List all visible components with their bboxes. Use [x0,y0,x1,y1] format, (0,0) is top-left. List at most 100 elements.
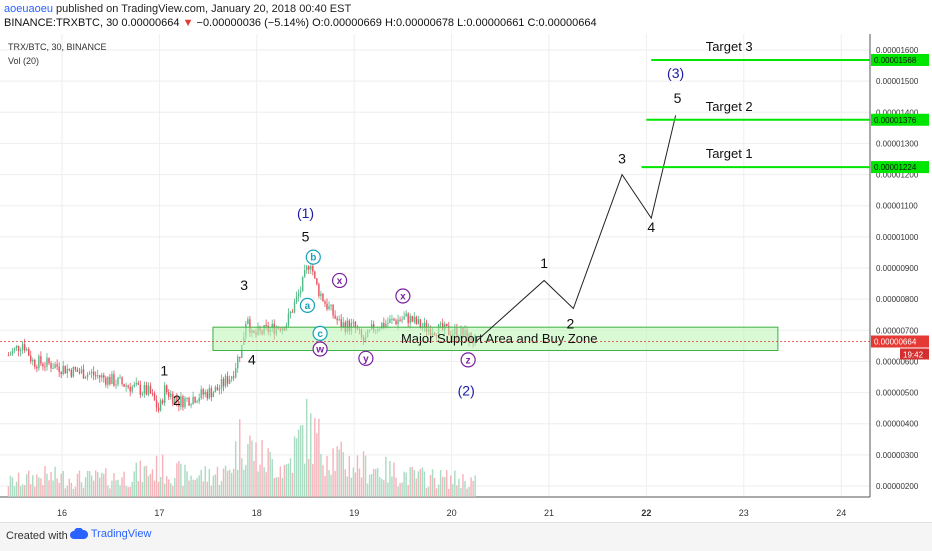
candle-body [184,398,186,408]
volume-bar [334,470,336,497]
volume-bar [257,471,259,497]
candle-body [419,319,422,329]
candle-body [405,313,407,317]
volume-bar [338,449,340,497]
wave-circle-label: y [363,354,369,365]
candle-body [17,345,20,352]
volume-bar [354,472,357,497]
candle-body [226,376,229,384]
volume-bar [210,485,213,497]
candle-body [265,325,267,327]
countdown-value: 19:42 [903,350,924,359]
candle-body [399,319,401,321]
volume-bar [30,484,32,497]
volume-bar [103,473,105,497]
volume-bar [139,460,142,497]
volume-bar [265,472,267,497]
volume-bar [425,488,428,497]
wave-label: 3 [240,277,248,293]
volume-bar [151,469,154,497]
candle-body [295,296,298,303]
candle-body [82,369,85,379]
volume-bar [421,467,424,497]
volume-bar [289,458,292,497]
candle-body [271,323,273,329]
volume-bar [178,461,180,497]
volume-bar [74,486,77,497]
volume-bar [113,473,115,497]
volume-bar [111,480,113,497]
candle-body [417,319,420,324]
volume-bar [377,467,379,497]
volume-bar [137,481,140,497]
volume-legend: Vol (20) [8,56,39,66]
candle-body [151,393,154,395]
volume-bar [165,476,168,497]
candle-body [105,377,107,385]
volume-bar [172,486,174,497]
volume-bar [97,471,99,497]
volume-bar [245,464,247,497]
volume-bar [220,480,223,497]
volume-bar [174,478,176,497]
volume-bar [255,442,257,497]
volume-bar [99,477,101,497]
author-link[interactable]: aoeuaoeu [4,3,53,15]
volume-bar [52,480,54,497]
volume-bar [324,475,326,497]
volume-bar [232,468,235,497]
chart-area[interactable]: 0.00001600 0.00001500 0.00001400 0.00001300… [0,34,932,522]
volume-bar [170,483,172,497]
volume-bar [271,458,273,497]
volume-bar [159,476,162,497]
volume-bar [19,486,22,497]
volume-bar [368,474,371,497]
volume-bar [147,475,150,497]
candle-body [204,391,206,395]
volume-bar [454,470,456,497]
candle-body [314,271,316,279]
y-tick-label: 0.00000500 [876,389,919,398]
y-tick-label: 0.00000400 [876,420,919,429]
candle-body [149,385,152,394]
tradingview-logo[interactable]: TradingView [70,527,151,540]
support-zone[interactable] [212,326,779,352]
volume-bar [155,455,158,497]
x-tick-label: 21 [544,508,554,518]
volume-bar [125,485,127,497]
candle-body [322,293,324,302]
candle-body [36,366,38,369]
candle-body [383,322,385,328]
wave-circle [299,297,316,313]
volume-bar [336,446,338,497]
volume-bar [263,467,265,497]
wave-circle [460,352,476,368]
volume-bar [448,488,450,497]
volume-bar [88,470,91,497]
volume-bar [405,472,407,497]
wave-circle-label: x [337,276,343,287]
candle-body [172,393,174,404]
candle-body [48,357,50,364]
volume-bar [387,482,389,497]
candle-body [200,389,202,399]
volume-bar [395,477,397,497]
candle-body [84,377,87,379]
y-tick-label: 0.00001000 [876,233,919,242]
x-tick-label: 22 [641,508,651,518]
volume-bar [399,483,401,497]
volume-bar [433,477,436,497]
volume-bar [25,474,28,497]
price-chart[interactable]: 0.00001600 0.00001500 0.00001400 0.00001300… [0,34,932,522]
volume-bar [360,477,363,497]
candle-body [40,356,42,364]
candle-body [403,316,405,320]
x-tick-label: 18 [252,508,262,518]
volume-bar [34,486,36,497]
candle-body [415,316,418,324]
volume-bar [90,475,93,497]
candle-body [239,356,241,358]
volume-bar [379,477,381,497]
volume-bar [182,485,184,497]
volume-bar [431,469,434,497]
